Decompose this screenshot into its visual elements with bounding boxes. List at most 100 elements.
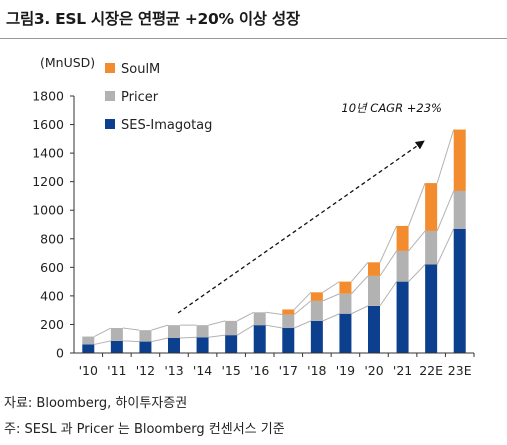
envelope-line-ses-imagotag [436, 228, 455, 265]
envelope-line-soulm [379, 225, 398, 263]
bar-ses-imagotag-19 [339, 313, 352, 353]
envelope-line-ses-imagotag [294, 320, 312, 329]
legend-label-soulm: SoulM [121, 62, 160, 77]
x-tick-label: '15 [221, 363, 240, 378]
y-tick-label: 1800 [32, 89, 64, 104]
cagr-annotation: 10년 CAGR +23% [177, 101, 442, 314]
bar-soulm-19 [339, 281, 352, 294]
bar-pricer-13 [168, 325, 180, 339]
envelope-line-pricer [293, 300, 312, 315]
envelope-line-ses-imagotag [208, 334, 226, 338]
envelope-line-pricer [122, 327, 140, 331]
bar-ses-imagotag-10 [82, 344, 95, 353]
y-axis-unit-label: (MnUSD) [40, 55, 95, 70]
envelope-line-ses-imagotag [94, 340, 111, 345]
envelope-line-pricer [436, 190, 455, 232]
y-tick-label: 600 [40, 260, 64, 275]
envelope-line-pricer [322, 293, 340, 302]
y-tick-label: 800 [40, 231, 64, 246]
bar-ses-imagotag-23E [453, 228, 466, 353]
bar-pricer-18 [310, 300, 323, 321]
envelope-line-ses-imagotag [179, 336, 197, 339]
bar-soulm-22E [425, 183, 438, 231]
x-tick-label: '16 [250, 363, 269, 378]
bar-pricer-19 [339, 293, 352, 314]
envelope-line-ses-imagotag [265, 324, 283, 329]
x-tick-label: 23E [448, 363, 472, 378]
envelope-line-soulm [436, 129, 455, 184]
title-divider [0, 38, 507, 39]
envelope-line-soulm [351, 262, 369, 282]
bar-ses-imagotag-16 [253, 325, 266, 353]
bar-ses-imagotag-15 [225, 335, 238, 353]
envelope-line-ses-imagotag [408, 264, 426, 282]
legend-swatch-ses-imagotag [105, 119, 115, 129]
y-tick-labels: 0 200 400 600 800 1000 1200 1400 1600 1800 [32, 89, 64, 361]
envelope-line-ses-imagotag [322, 313, 340, 322]
legend: SoulM Pricer SES-Imagotag [105, 62, 212, 133]
bar-soulm-23E [453, 129, 466, 191]
envelope-line-ses-imagotag [122, 340, 140, 343]
x-tick-label: '11 [107, 363, 126, 378]
bar-ses-imagotag-14 [196, 337, 209, 353]
bar-pricer-21 [396, 250, 409, 282]
envelope-line-soulm [408, 182, 426, 227]
y-tick-label: 0 [56, 346, 64, 361]
stack-envelope-lines [94, 129, 455, 345]
bar-soulm-18 [310, 292, 323, 301]
bar-pricer-10 [82, 336, 95, 345]
y-tick-label: 1400 [32, 146, 64, 161]
x-tick-label: '21 [393, 363, 412, 378]
source-note: 자료: Bloomberg, 하이투자증권 [4, 396, 188, 411]
envelope-line-pricer [351, 275, 369, 295]
y-tick-label: 200 [40, 317, 64, 332]
y-tick-label: 1000 [32, 203, 64, 218]
envelope-line-soulm [322, 281, 340, 293]
envelope-line-pricer [236, 311, 254, 322]
x-tick-label: '18 [307, 363, 326, 378]
esl-market-chart: 0 200 400 600 800 1000 1200 1400 1600 1800 '10 '11… [32, 55, 475, 378]
cagr-arrow [177, 140, 425, 314]
x-tick-label: '13 [164, 363, 183, 378]
envelope-line-ses-imagotag [151, 337, 169, 343]
legend-swatch-pricer [105, 91, 115, 101]
bar-pricer-15 [225, 320, 238, 336]
y-tick-label: 400 [40, 288, 64, 303]
envelope-line-ses-imagotag [236, 324, 254, 336]
bar-pricer-17 [282, 314, 295, 329]
bar-ses-imagotag-20 [368, 305, 380, 353]
bars-group [82, 129, 466, 353]
bar-soulm-21 [396, 225, 409, 251]
legend-label-ses-imagotag: SES-Imagotag [121, 118, 212, 133]
bar-pricer-12 [139, 330, 152, 342]
bar-ses-imagotag-13 [168, 338, 180, 353]
figure-title: 그림3. ESL 시장은 연평균 +20% 이상 성장 [6, 10, 300, 28]
y-tick-label: 1200 [32, 174, 64, 189]
bar-pricer-23E [453, 190, 466, 229]
bar-soulm-17 [282, 309, 295, 315]
footnote: 주: SESL 과 Pricer 는 Bloomberg 컨센서스 기준 [4, 422, 285, 437]
y-tick-label: 1600 [32, 117, 64, 132]
bar-ses-imagotag-17 [282, 328, 295, 353]
bar-ses-imagotag-12 [139, 341, 152, 353]
x-tick-label: '20 [364, 363, 383, 378]
legend-swatch-soulm [105, 63, 115, 73]
envelope-line-ses-imagotag [379, 281, 397, 307]
envelope-line-pricer [94, 327, 112, 338]
x-tick-label: '17 [279, 363, 298, 378]
envelope-line-pricer [408, 230, 426, 252]
x-tick-label: '19 [336, 363, 355, 378]
axes-group [70, 95, 475, 357]
envelope-line-soulm [293, 291, 312, 310]
bar-ses-imagotag-11 [110, 340, 123, 353]
bar-pricer-16 [253, 312, 266, 326]
cagr-label: 10년 CAGR +23% [341, 101, 442, 115]
envelope-line-ses-imagotag [351, 305, 369, 315]
x-tick-labels: '10 '11 '12 '13 '14 '15 '16 '17 '18 '19 '20 '21 22E 2… [79, 363, 472, 378]
x-tick-label: '14 [193, 363, 212, 378]
x-tick-label: 22E [419, 363, 443, 378]
x-tick-label: '10 [79, 363, 98, 378]
legend-label-pricer: Pricer [121, 90, 159, 105]
bar-pricer-20 [368, 275, 380, 306]
bar-soulm-20 [368, 262, 380, 276]
